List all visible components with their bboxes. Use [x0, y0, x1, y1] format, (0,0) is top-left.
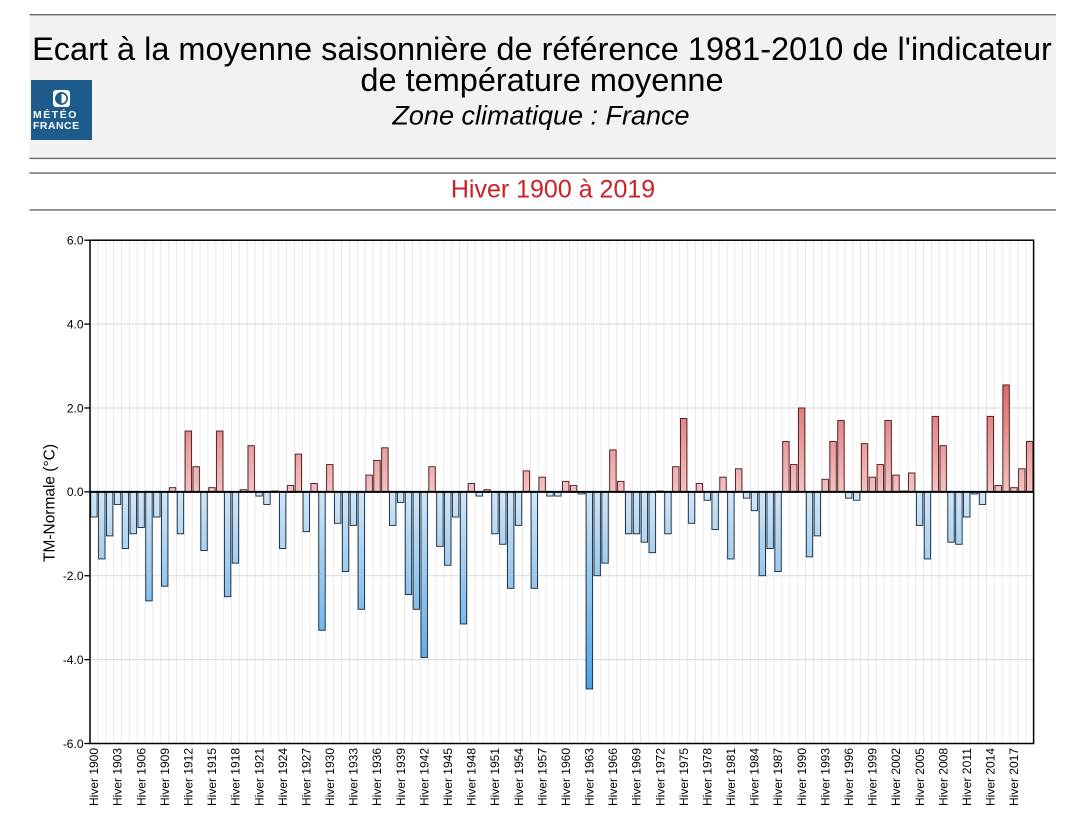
- svg-text:Hiver 1903: Hiver 1903: [111, 748, 125, 806]
- svg-text:Hiver 1921: Hiver 1921: [252, 748, 266, 806]
- svg-text:Hiver 1999: Hiver 1999: [866, 748, 880, 806]
- svg-text:Hiver 1927: Hiver 1927: [299, 748, 313, 806]
- svg-text:Hiver 1924: Hiver 1924: [276, 748, 290, 806]
- svg-text:Hiver 1945: Hiver 1945: [441, 748, 455, 806]
- svg-text:Hiver 1918: Hiver 1918: [229, 748, 243, 806]
- svg-text:-6.0: -6.0: [63, 737, 84, 751]
- svg-text:Hiver 1954: Hiver 1954: [512, 748, 526, 806]
- svg-text:Hiver 1969: Hiver 1969: [630, 748, 644, 806]
- svg-text:Hiver 1972: Hiver 1972: [653, 748, 667, 806]
- svg-text:Hiver 2002: Hiver 2002: [889, 748, 903, 806]
- svg-text:Hiver 2017: Hiver 2017: [1007, 748, 1021, 806]
- svg-text:Hiver 1963: Hiver 1963: [583, 748, 597, 806]
- svg-text:Hiver 1960: Hiver 1960: [559, 748, 573, 806]
- svg-text:Hiver 2005: Hiver 2005: [913, 748, 927, 806]
- svg-text:Zone climatique : France: Zone climatique : France: [391, 101, 689, 131]
- svg-text:Hiver 1933: Hiver 1933: [347, 748, 361, 806]
- svg-text:Hiver 1990: Hiver 1990: [795, 748, 809, 806]
- svg-text:Hiver 1951: Hiver 1951: [488, 748, 502, 806]
- svg-text:Hiver 1900 à 2019: Hiver 1900 à 2019: [451, 176, 655, 204]
- svg-text:6.0: 6.0: [67, 234, 84, 248]
- svg-text:Hiver 1984: Hiver 1984: [748, 748, 762, 806]
- svg-text:Hiver 1948: Hiver 1948: [465, 748, 479, 806]
- svg-text:Hiver 1978: Hiver 1978: [700, 748, 714, 806]
- svg-text:Hiver 1912: Hiver 1912: [181, 748, 195, 806]
- svg-text:Hiver 1993: Hiver 1993: [818, 748, 832, 806]
- svg-text:de température moyenne: de température moyenne: [360, 62, 723, 98]
- svg-text:FRANCE: FRANCE: [33, 121, 80, 132]
- svg-text:Hiver 1939: Hiver 1939: [394, 748, 408, 806]
- svg-text:4.0: 4.0: [67, 317, 84, 331]
- svg-text:Hiver 1981: Hiver 1981: [724, 748, 738, 806]
- svg-text:Hiver 1915: Hiver 1915: [205, 748, 219, 806]
- svg-text:-2.0: -2.0: [63, 569, 84, 583]
- svg-text:Hiver 2008: Hiver 2008: [936, 748, 950, 806]
- svg-text:Hiver 1975: Hiver 1975: [677, 748, 691, 806]
- svg-text:2.0: 2.0: [67, 401, 84, 415]
- svg-text:Hiver 1957: Hiver 1957: [535, 748, 549, 806]
- svg-text:Ecart à la moyenne saisonnière: Ecart à la moyenne saisonnière de référe…: [32, 31, 1052, 67]
- svg-text:Hiver 1906: Hiver 1906: [134, 748, 148, 806]
- svg-text:Hiver 1936: Hiver 1936: [370, 748, 384, 806]
- svg-text:Hiver 1987: Hiver 1987: [771, 748, 785, 806]
- svg-text:Hiver 1909: Hiver 1909: [158, 748, 172, 806]
- svg-text:MÉTÉO: MÉTÉO: [33, 108, 78, 121]
- svg-text:Hiver 1942: Hiver 1942: [417, 748, 431, 806]
- svg-text:0.0: 0.0: [67, 485, 84, 499]
- svg-text:Hiver 1996: Hiver 1996: [842, 748, 856, 806]
- svg-text:-4.0: -4.0: [63, 653, 84, 667]
- svg-text:Hiver 1930: Hiver 1930: [323, 748, 337, 806]
- svg-text:Hiver 1900: Hiver 1900: [87, 748, 101, 806]
- svg-text:Hiver 1966: Hiver 1966: [606, 748, 620, 806]
- svg-text:Hiver 2014: Hiver 2014: [984, 748, 998, 806]
- svg-text:TM-Normale (°C): TM-Normale (°C): [42, 444, 59, 562]
- svg-text:Hiver 2011: Hiver 2011: [960, 748, 974, 806]
